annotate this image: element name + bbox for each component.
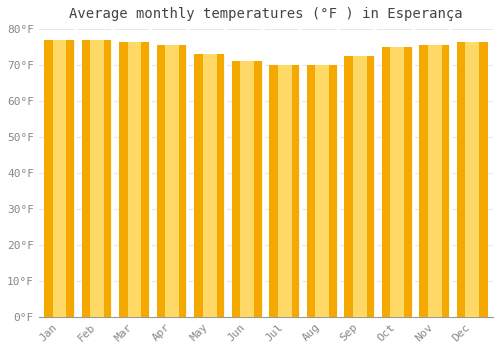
Bar <box>128 42 141 317</box>
Bar <box>240 62 254 317</box>
Bar <box>44 40 75 317</box>
Bar <box>428 45 442 317</box>
Bar <box>202 54 216 317</box>
Bar <box>232 62 262 317</box>
Bar <box>119 42 150 317</box>
Bar <box>466 42 479 317</box>
Bar <box>420 45 450 317</box>
Bar <box>156 45 188 317</box>
Bar <box>307 65 338 317</box>
Bar <box>82 40 112 317</box>
Title: Average monthly temperatures (°F ) in Esperança: Average monthly temperatures (°F ) in Es… <box>69 7 462 21</box>
Bar <box>457 42 488 317</box>
Bar <box>194 54 225 317</box>
Bar <box>270 65 300 317</box>
Bar <box>382 47 412 317</box>
Bar <box>278 65 291 317</box>
Bar <box>52 40 66 317</box>
Bar <box>90 40 104 317</box>
Bar <box>353 56 366 317</box>
Bar <box>390 47 404 317</box>
Bar <box>344 56 375 317</box>
Bar <box>316 65 329 317</box>
Bar <box>165 45 179 317</box>
